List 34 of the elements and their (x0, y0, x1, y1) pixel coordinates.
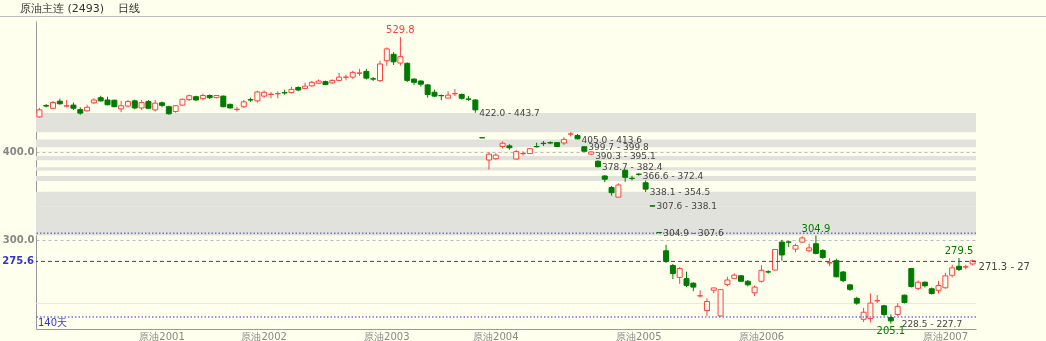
x-tick-label: 原油2004 (473, 330, 519, 341)
candlestick (397, 36, 404, 67)
chart-title: 原油主连 (2493) (20, 2, 105, 15)
candlestick (772, 248, 779, 271)
x-tick-label: 原油2002 (241, 330, 287, 341)
candlestick (908, 267, 915, 289)
annotation: 304.9 (801, 222, 831, 234)
band-label: 307.6 - 338.1 (656, 201, 717, 212)
candlestick (697, 289, 704, 298)
band-label: 338.1 - 354.5 (649, 186, 711, 197)
x-tick-label: 原油2007 (922, 330, 969, 341)
band-label: 422.0 - 443.7 (479, 108, 540, 119)
annotation: 279.5 (944, 244, 974, 256)
text: 271.3 - 27 (978, 260, 1030, 272)
band-label: 366.6 - 372.4 (642, 170, 704, 181)
y-tick-label: 400.0 (2, 146, 35, 158)
annotation: 140天 (38, 317, 68, 328)
candlestick (383, 46, 390, 67)
band-label: 378.7 - 382.4 (601, 162, 663, 173)
band-label: 304.9 - 307.6 (663, 228, 725, 239)
annotation: 529.8 (386, 24, 415, 36)
ref-line-label: 275.6 (2, 255, 35, 267)
candlestick (887, 313, 894, 325)
candlestick (921, 280, 928, 289)
chart-subtitle: 日线 (118, 2, 141, 15)
x-tick-label: 原油2001 (139, 330, 185, 341)
band-label: 390.3 - 395.1 (595, 150, 656, 161)
y-tick-label: 300.0 (2, 234, 35, 246)
candlestick (376, 60, 383, 83)
candlestick (663, 244, 670, 264)
candlestick (955, 257, 962, 272)
x-tick-label: 原油2006 (738, 330, 785, 341)
x-tick-label: 原油2003 (364, 330, 410, 341)
x-tick-label: 原油2005 (616, 330, 662, 341)
